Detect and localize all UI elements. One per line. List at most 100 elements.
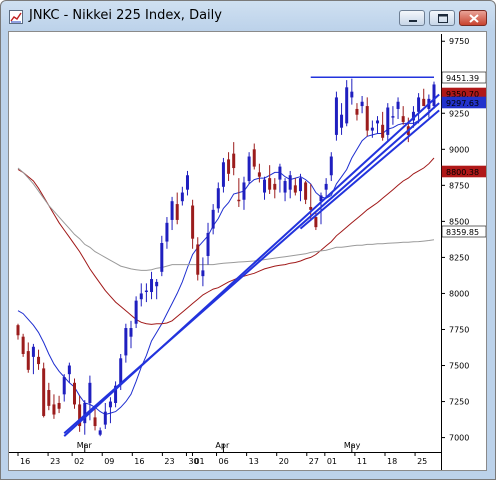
price-tag-label: 8359.85 bbox=[446, 228, 479, 237]
candle-body bbox=[98, 430, 102, 435]
trendline bbox=[299, 109, 440, 230]
candle-body bbox=[293, 185, 297, 193]
y-tick-label: 8500 bbox=[449, 217, 469, 226]
candle-body bbox=[314, 217, 318, 228]
price-tag-label: 8800.38 bbox=[446, 168, 479, 177]
plot-background bbox=[9, 34, 442, 453]
candle-body bbox=[26, 351, 30, 370]
maximize-button[interactable] bbox=[429, 10, 455, 26]
candle-body bbox=[134, 300, 138, 324]
price-tag-label: 9297.63 bbox=[446, 99, 479, 108]
candle-body bbox=[386, 107, 390, 135]
y-tick-label: 9250 bbox=[449, 109, 469, 118]
x-tick-label: 27 bbox=[309, 457, 319, 466]
candle-body bbox=[227, 159, 231, 174]
candle-body bbox=[350, 91, 354, 98]
candle-body bbox=[376, 120, 380, 124]
candle-body bbox=[288, 175, 292, 190]
x-tick-label: 06 bbox=[219, 457, 229, 466]
y-tick-label: 8250 bbox=[449, 253, 469, 262]
candle-body bbox=[170, 201, 174, 220]
x-tick-label: 18 bbox=[387, 457, 397, 466]
chart-app-icon bbox=[9, 9, 23, 28]
minimize-icon bbox=[409, 20, 417, 22]
candle-body bbox=[345, 87, 349, 124]
candle-body bbox=[247, 156, 251, 182]
candle-body bbox=[72, 382, 76, 405]
candle-body bbox=[242, 182, 246, 200]
ma-short-line bbox=[17, 107, 435, 416]
trendline bbox=[63, 102, 440, 435]
close-button[interactable] bbox=[459, 10, 487, 26]
candle-body bbox=[88, 382, 92, 403]
candle-body bbox=[83, 402, 87, 424]
candle-body bbox=[185, 175, 189, 190]
candle-body bbox=[365, 106, 369, 131]
candle-body bbox=[114, 385, 118, 403]
price-tag bbox=[441, 165, 486, 178]
candlestick-chart[interactable]: 7000 7250 7500 7750 8000 8250 8500 8750 9000 9250… bbox=[9, 32, 486, 470]
candle-body bbox=[62, 377, 66, 395]
x-tick-label: 02 bbox=[74, 457, 84, 466]
x-tick-label: 23 bbox=[164, 457, 174, 466]
candle-body bbox=[237, 199, 241, 202]
candle-body bbox=[432, 84, 436, 107]
close-icon bbox=[469, 14, 479, 23]
candle-body bbox=[191, 205, 195, 239]
candle-body bbox=[340, 114, 344, 128]
candle-body bbox=[334, 97, 338, 135]
candle-body bbox=[401, 116, 405, 122]
month-label: May bbox=[344, 441, 361, 450]
y-tick-label: 9000 bbox=[449, 145, 469, 154]
price-tag-label: 9451.39 bbox=[446, 74, 479, 83]
candle-body bbox=[103, 411, 107, 425]
candle-body bbox=[263, 179, 267, 193]
y-tick-label: 7250 bbox=[449, 398, 469, 407]
x-tick-label: 01 bbox=[327, 457, 337, 466]
candle-body bbox=[201, 270, 205, 277]
candle-body bbox=[180, 192, 184, 202]
candle-body bbox=[47, 390, 51, 406]
candle-body bbox=[31, 346, 35, 357]
candle-body bbox=[422, 98, 426, 107]
candle-body bbox=[16, 325, 20, 336]
title-bar[interactable]: JNKC - Nikkei 225 Index, Daily bbox=[1, 1, 495, 31]
x-tick-label: 16 bbox=[134, 457, 144, 466]
candle-body bbox=[57, 402, 61, 409]
candle-body bbox=[129, 328, 133, 337]
candle-body bbox=[273, 183, 277, 190]
month-label: Mar bbox=[77, 441, 93, 450]
candle-body bbox=[139, 293, 143, 300]
y-tick-label: 8000 bbox=[449, 289, 469, 298]
x-tick-label: 16 bbox=[20, 457, 30, 466]
x-tick-label: 13 bbox=[249, 457, 259, 466]
y-tick-label: 9750 bbox=[449, 37, 469, 46]
candle-body bbox=[124, 328, 128, 356]
candle-body bbox=[160, 243, 164, 272]
x-tick-label: 20 bbox=[279, 457, 289, 466]
minimize-button[interactable] bbox=[399, 10, 425, 26]
price-tag bbox=[441, 96, 486, 109]
candle-body bbox=[324, 183, 328, 190]
candle-body bbox=[370, 127, 374, 131]
y-tick-label: 8750 bbox=[449, 181, 469, 190]
chart-area[interactable]: 7000 7250 7500 7750 8000 8250 8500 8750 9000 9250… bbox=[8, 31, 487, 471]
candle-body bbox=[417, 97, 421, 112]
candle-body bbox=[150, 279, 154, 293]
window-title: JNKC - Nikkei 225 Index, Daily bbox=[29, 8, 222, 23]
candle-body bbox=[396, 101, 400, 109]
candle-body bbox=[304, 182, 308, 200]
candle-body bbox=[175, 204, 179, 220]
ma-long-line bbox=[17, 167, 435, 271]
candle-body bbox=[216, 188, 220, 209]
candle-body bbox=[278, 166, 282, 180]
candle-body bbox=[93, 417, 97, 427]
candle-body bbox=[268, 178, 272, 190]
price-tag bbox=[441, 225, 486, 238]
candle-body bbox=[211, 209, 215, 229]
price-tag-label: 9350.70 bbox=[446, 90, 479, 99]
candle-body bbox=[252, 149, 256, 167]
x-tick-label: 25 bbox=[417, 457, 427, 466]
x-tick-label: 09 bbox=[104, 457, 114, 466]
